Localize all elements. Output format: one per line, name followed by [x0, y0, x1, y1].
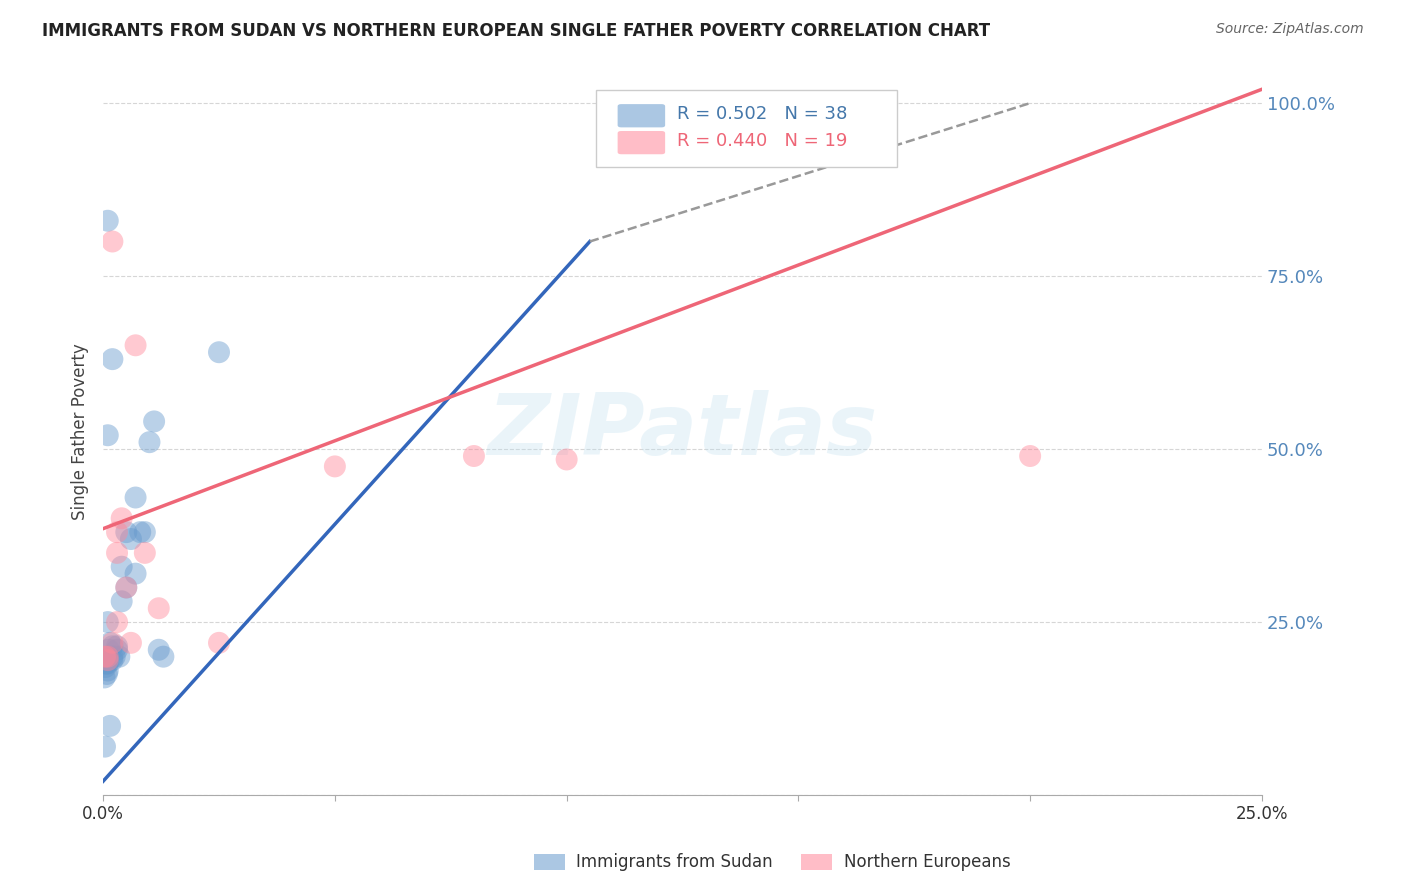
- Point: [108, 649, 131, 664]
- Point: [105, 615, 128, 629]
- Point: [93, 670, 115, 684]
- Point: [148, 642, 170, 657]
- Point: [124, 566, 146, 581]
- Point: [97, 615, 120, 629]
- Point: [97, 642, 120, 657]
- Text: R = 0.502   N = 38: R = 0.502 N = 38: [676, 105, 846, 123]
- Point: [463, 449, 485, 463]
- Point: [129, 525, 152, 540]
- Point: [101, 235, 124, 249]
- Point: [101, 653, 124, 667]
- Point: [97, 664, 120, 678]
- Point: [208, 345, 231, 359]
- Text: Immigrants from Sudan: Immigrants from Sudan: [576, 853, 773, 871]
- Point: [94, 739, 117, 754]
- Point: [555, 452, 578, 467]
- Point: [105, 546, 128, 560]
- Y-axis label: Single Father Poverty: Single Father Poverty: [72, 343, 89, 520]
- Point: [111, 594, 134, 608]
- Point: [148, 601, 170, 615]
- Point: [94, 649, 117, 664]
- Point: [98, 636, 121, 650]
- Point: [94, 660, 117, 674]
- Point: [97, 657, 120, 671]
- Point: [111, 559, 134, 574]
- Point: [101, 640, 124, 654]
- Point: [97, 213, 120, 227]
- Point: [143, 414, 166, 428]
- Point: [101, 352, 124, 367]
- Point: [98, 719, 121, 733]
- Point: [124, 338, 146, 352]
- Point: [1019, 449, 1042, 463]
- Point: [120, 532, 142, 546]
- Text: Source: ZipAtlas.com: Source: ZipAtlas.com: [1216, 22, 1364, 37]
- Point: [115, 581, 138, 595]
- Point: [152, 649, 174, 664]
- Point: [101, 649, 124, 664]
- Text: Northern Europeans: Northern Europeans: [844, 853, 1011, 871]
- Point: [138, 435, 160, 450]
- Point: [96, 667, 118, 681]
- Point: [134, 546, 156, 560]
- Point: [97, 653, 120, 667]
- Point: [208, 636, 231, 650]
- Point: [97, 649, 120, 664]
- Point: [323, 459, 346, 474]
- Text: R = 0.440   N = 19: R = 0.440 N = 19: [676, 132, 846, 150]
- Text: ZIPatlas: ZIPatlas: [488, 391, 877, 474]
- Point: [115, 525, 138, 540]
- Point: [96, 657, 118, 671]
- Point: [94, 657, 117, 671]
- Point: [105, 640, 128, 654]
- Text: IMMIGRANTS FROM SUDAN VS NORTHERN EUROPEAN SINGLE FATHER POVERTY CORRELATION CHA: IMMIGRANTS FROM SUDAN VS NORTHERN EUROPE…: [42, 22, 990, 40]
- Point: [115, 581, 138, 595]
- Point: [124, 491, 146, 505]
- Point: [105, 525, 128, 540]
- FancyBboxPatch shape: [596, 90, 897, 167]
- FancyBboxPatch shape: [617, 131, 665, 154]
- Point: [97, 649, 120, 664]
- Point: [105, 642, 128, 657]
- FancyBboxPatch shape: [617, 104, 665, 128]
- Point: [104, 649, 127, 664]
- Point: [101, 636, 124, 650]
- Point: [97, 428, 120, 442]
- Point: [134, 525, 156, 540]
- Point: [97, 653, 120, 667]
- Point: [120, 636, 142, 650]
- Point: [111, 511, 134, 525]
